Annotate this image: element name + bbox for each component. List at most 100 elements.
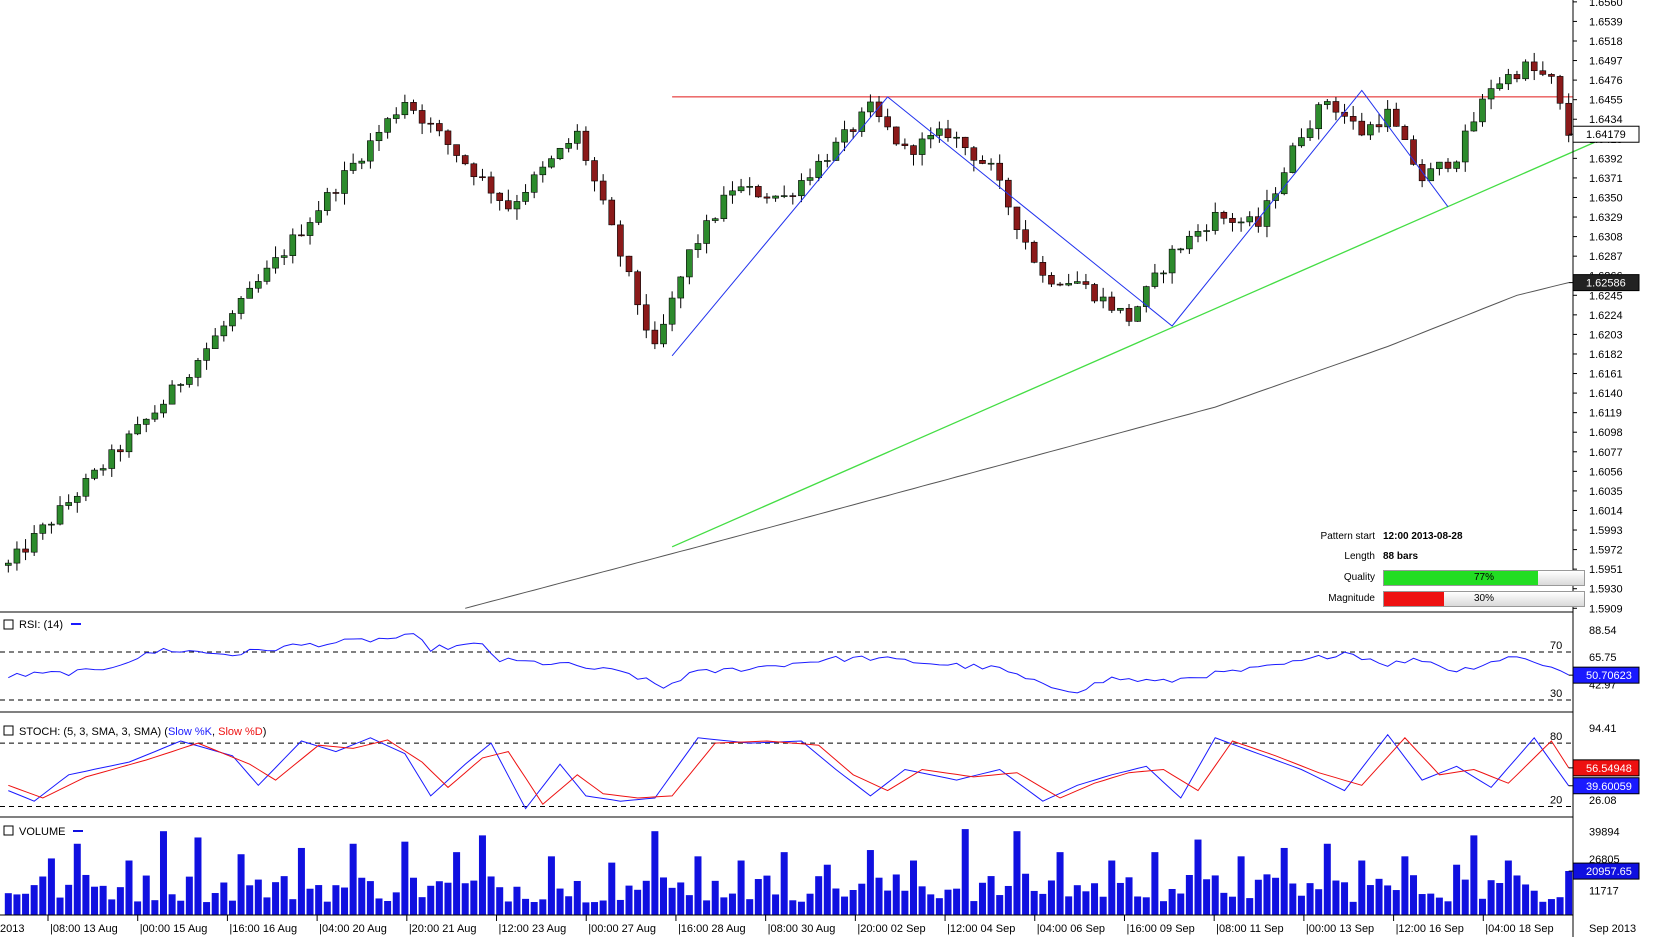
bull-candle	[1427, 168, 1435, 182]
bear-candle	[332, 192, 340, 194]
volume-bar	[453, 852, 461, 915]
volume-bar	[1306, 883, 1314, 915]
bear-candle	[651, 329, 659, 345]
bull-candle	[56, 505, 64, 525]
stoch-close-icon[interactable]	[3, 725, 14, 736]
volume-bar	[875, 877, 883, 915]
volume-bar	[349, 843, 357, 915]
volume-bar	[1116, 882, 1124, 915]
volume-bar	[659, 877, 667, 915]
bull-candle	[30, 533, 38, 553]
volume-bar	[1082, 891, 1090, 915]
volume-bar	[470, 880, 478, 915]
bull-candle	[65, 502, 72, 506]
volume-bar	[1065, 896, 1073, 915]
bear-candle	[1375, 124, 1383, 128]
rsi-tick-label: 65.75	[1589, 652, 1617, 664]
volume-bar	[1401, 856, 1409, 915]
price-tick-label: 1.6035	[1589, 486, 1623, 498]
bull-candle	[263, 267, 271, 282]
time-tick-label: |20:00 02 Sep	[857, 923, 925, 935]
rsi-close-icon[interactable]	[3, 619, 14, 630]
bear-candle	[1056, 283, 1064, 286]
price-tick-label: 1.6287	[1589, 251, 1623, 263]
price-tick-label: 1.6392	[1589, 153, 1623, 165]
volume-tick-label: 11717	[1589, 885, 1619, 897]
bull-candle	[134, 424, 141, 435]
volume-bar	[392, 892, 400, 915]
bear-candle	[1013, 206, 1021, 230]
volume-bar	[427, 885, 435, 915]
bear-candle	[444, 130, 452, 145]
volume-bar	[1323, 843, 1331, 915]
bull-candle	[1263, 200, 1271, 227]
bull-candle	[108, 449, 116, 469]
bull-candle	[358, 160, 366, 164]
pattern-zigzag	[671, 89, 1449, 357]
volume-bar	[435, 881, 443, 915]
bear-candle	[22, 548, 29, 553]
magnitude-label: Magnitude	[1328, 593, 1375, 604]
bull-candle	[1522, 61, 1529, 80]
price-tick-label: 1.6329	[1589, 212, 1623, 224]
volume-bar	[1263, 874, 1271, 915]
bull-candle	[1160, 272, 1167, 275]
volume-bar	[134, 901, 142, 915]
volume-bar	[547, 856, 555, 915]
volume-bar	[1254, 879, 1262, 915]
volume-bar	[323, 901, 331, 915]
volume-bar	[1547, 899, 1555, 915]
volume-bar	[159, 831, 167, 915]
bull-candle	[1237, 221, 1245, 224]
bull-candle	[255, 281, 262, 289]
bull-candle	[246, 287, 253, 299]
bull-candle	[668, 297, 676, 325]
volume-bar	[1297, 895, 1305, 915]
pattern-start-value: 12:00 2013-08-28	[1383, 531, 1463, 542]
stoch-level-label: 80	[1550, 731, 1562, 743]
stoch-label: STOCH: (5, 3, SMA, 3, SMA) (Slow %K, Slo…	[19, 726, 266, 738]
bear-candle	[505, 200, 512, 210]
sma-price-box	[1572, 274, 1640, 292]
volume-bar	[1099, 896, 1107, 915]
stoch-tick-label: 94.41	[1589, 723, 1617, 735]
volume-bar	[866, 850, 874, 915]
month-label: Sep 2013	[1589, 923, 1636, 935]
volume-close-icon[interactable]	[3, 825, 14, 836]
volume-bar	[297, 847, 305, 915]
volume-bar	[409, 877, 417, 915]
bull-candle	[203, 348, 210, 361]
time-tick-label: |16:00 09 Sep	[1126, 923, 1194, 935]
volume-bar	[970, 901, 978, 915]
volume-bar	[1134, 896, 1142, 915]
stoch-k-box	[1572, 777, 1640, 795]
volume-bar	[73, 843, 81, 915]
volume-label: VOLUME	[19, 826, 65, 838]
price-tick-label: 1.6434	[1589, 114, 1623, 126]
bear-candle	[1082, 281, 1090, 285]
bear-candle	[642, 304, 650, 331]
bull-candle	[1289, 145, 1297, 173]
volume-bar	[1410, 875, 1418, 915]
bull-candle	[306, 222, 314, 236]
volume-bar	[884, 890, 892, 915]
bear-candle	[910, 145, 917, 155]
time-tick-label: |12:00 23 Aug	[499, 923, 567, 935]
bear-candle	[496, 192, 504, 201]
volume-bar	[254, 879, 262, 915]
volume-bar	[591, 902, 599, 915]
bull-candle	[125, 433, 133, 453]
volume-bar	[858, 883, 866, 915]
bull-candle	[832, 141, 840, 161]
price-tick-label: 1.6308	[1589, 232, 1623, 244]
price-tick-label: 1.6077	[1589, 447, 1623, 459]
volume-bar	[513, 886, 521, 915]
bull-candle	[565, 143, 572, 149]
volume-bar	[565, 896, 573, 915]
bull-candle	[168, 384, 176, 405]
volume-bar	[1004, 885, 1012, 915]
bear-candle	[763, 196, 771, 199]
bull-candle	[573, 130, 581, 144]
volume-bar	[1211, 875, 1219, 915]
bear-candle	[117, 449, 124, 453]
